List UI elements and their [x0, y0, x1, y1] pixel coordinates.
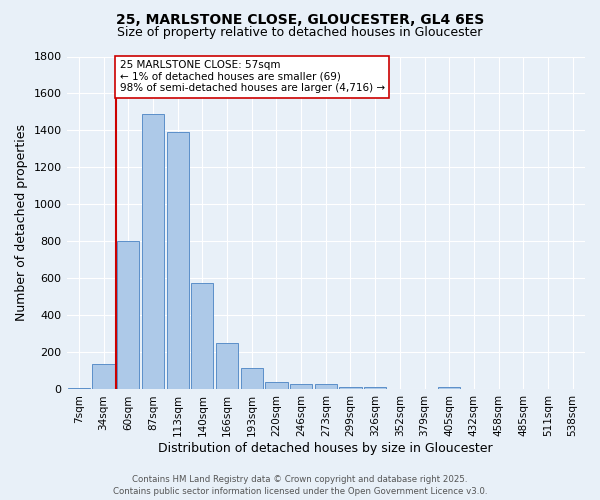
Bar — [68, 388, 90, 390]
Bar — [191, 283, 214, 390]
Bar — [142, 114, 164, 390]
Bar — [167, 132, 189, 390]
Text: 25, MARLSTONE CLOSE, GLOUCESTER, GL4 6ES: 25, MARLSTONE CLOSE, GLOUCESTER, GL4 6ES — [116, 12, 484, 26]
Bar — [340, 387, 362, 390]
Bar — [438, 387, 460, 390]
Bar — [314, 384, 337, 390]
Text: Contains HM Land Registry data © Crown copyright and database right 2025.
Contai: Contains HM Land Registry data © Crown c… — [113, 474, 487, 496]
Bar — [364, 387, 386, 390]
X-axis label: Distribution of detached houses by size in Gloucester: Distribution of detached houses by size … — [158, 442, 493, 455]
Bar — [92, 364, 115, 390]
Title: 25, MARLSTONE CLOSE, GLOUCESTER, GL4 6ES
Size of property relative to detached h: 25, MARLSTONE CLOSE, GLOUCESTER, GL4 6ES… — [0, 499, 1, 500]
Bar — [241, 368, 263, 390]
Bar — [216, 343, 238, 390]
Bar — [117, 242, 139, 390]
Bar — [265, 382, 287, 390]
Text: Size of property relative to detached houses in Gloucester: Size of property relative to detached ho… — [118, 26, 482, 39]
Text: 25 MARLSTONE CLOSE: 57sqm
← 1% of detached houses are smaller (69)
98% of semi-d: 25 MARLSTONE CLOSE: 57sqm ← 1% of detach… — [119, 60, 385, 94]
Y-axis label: Number of detached properties: Number of detached properties — [15, 124, 28, 322]
Bar — [290, 384, 312, 390]
